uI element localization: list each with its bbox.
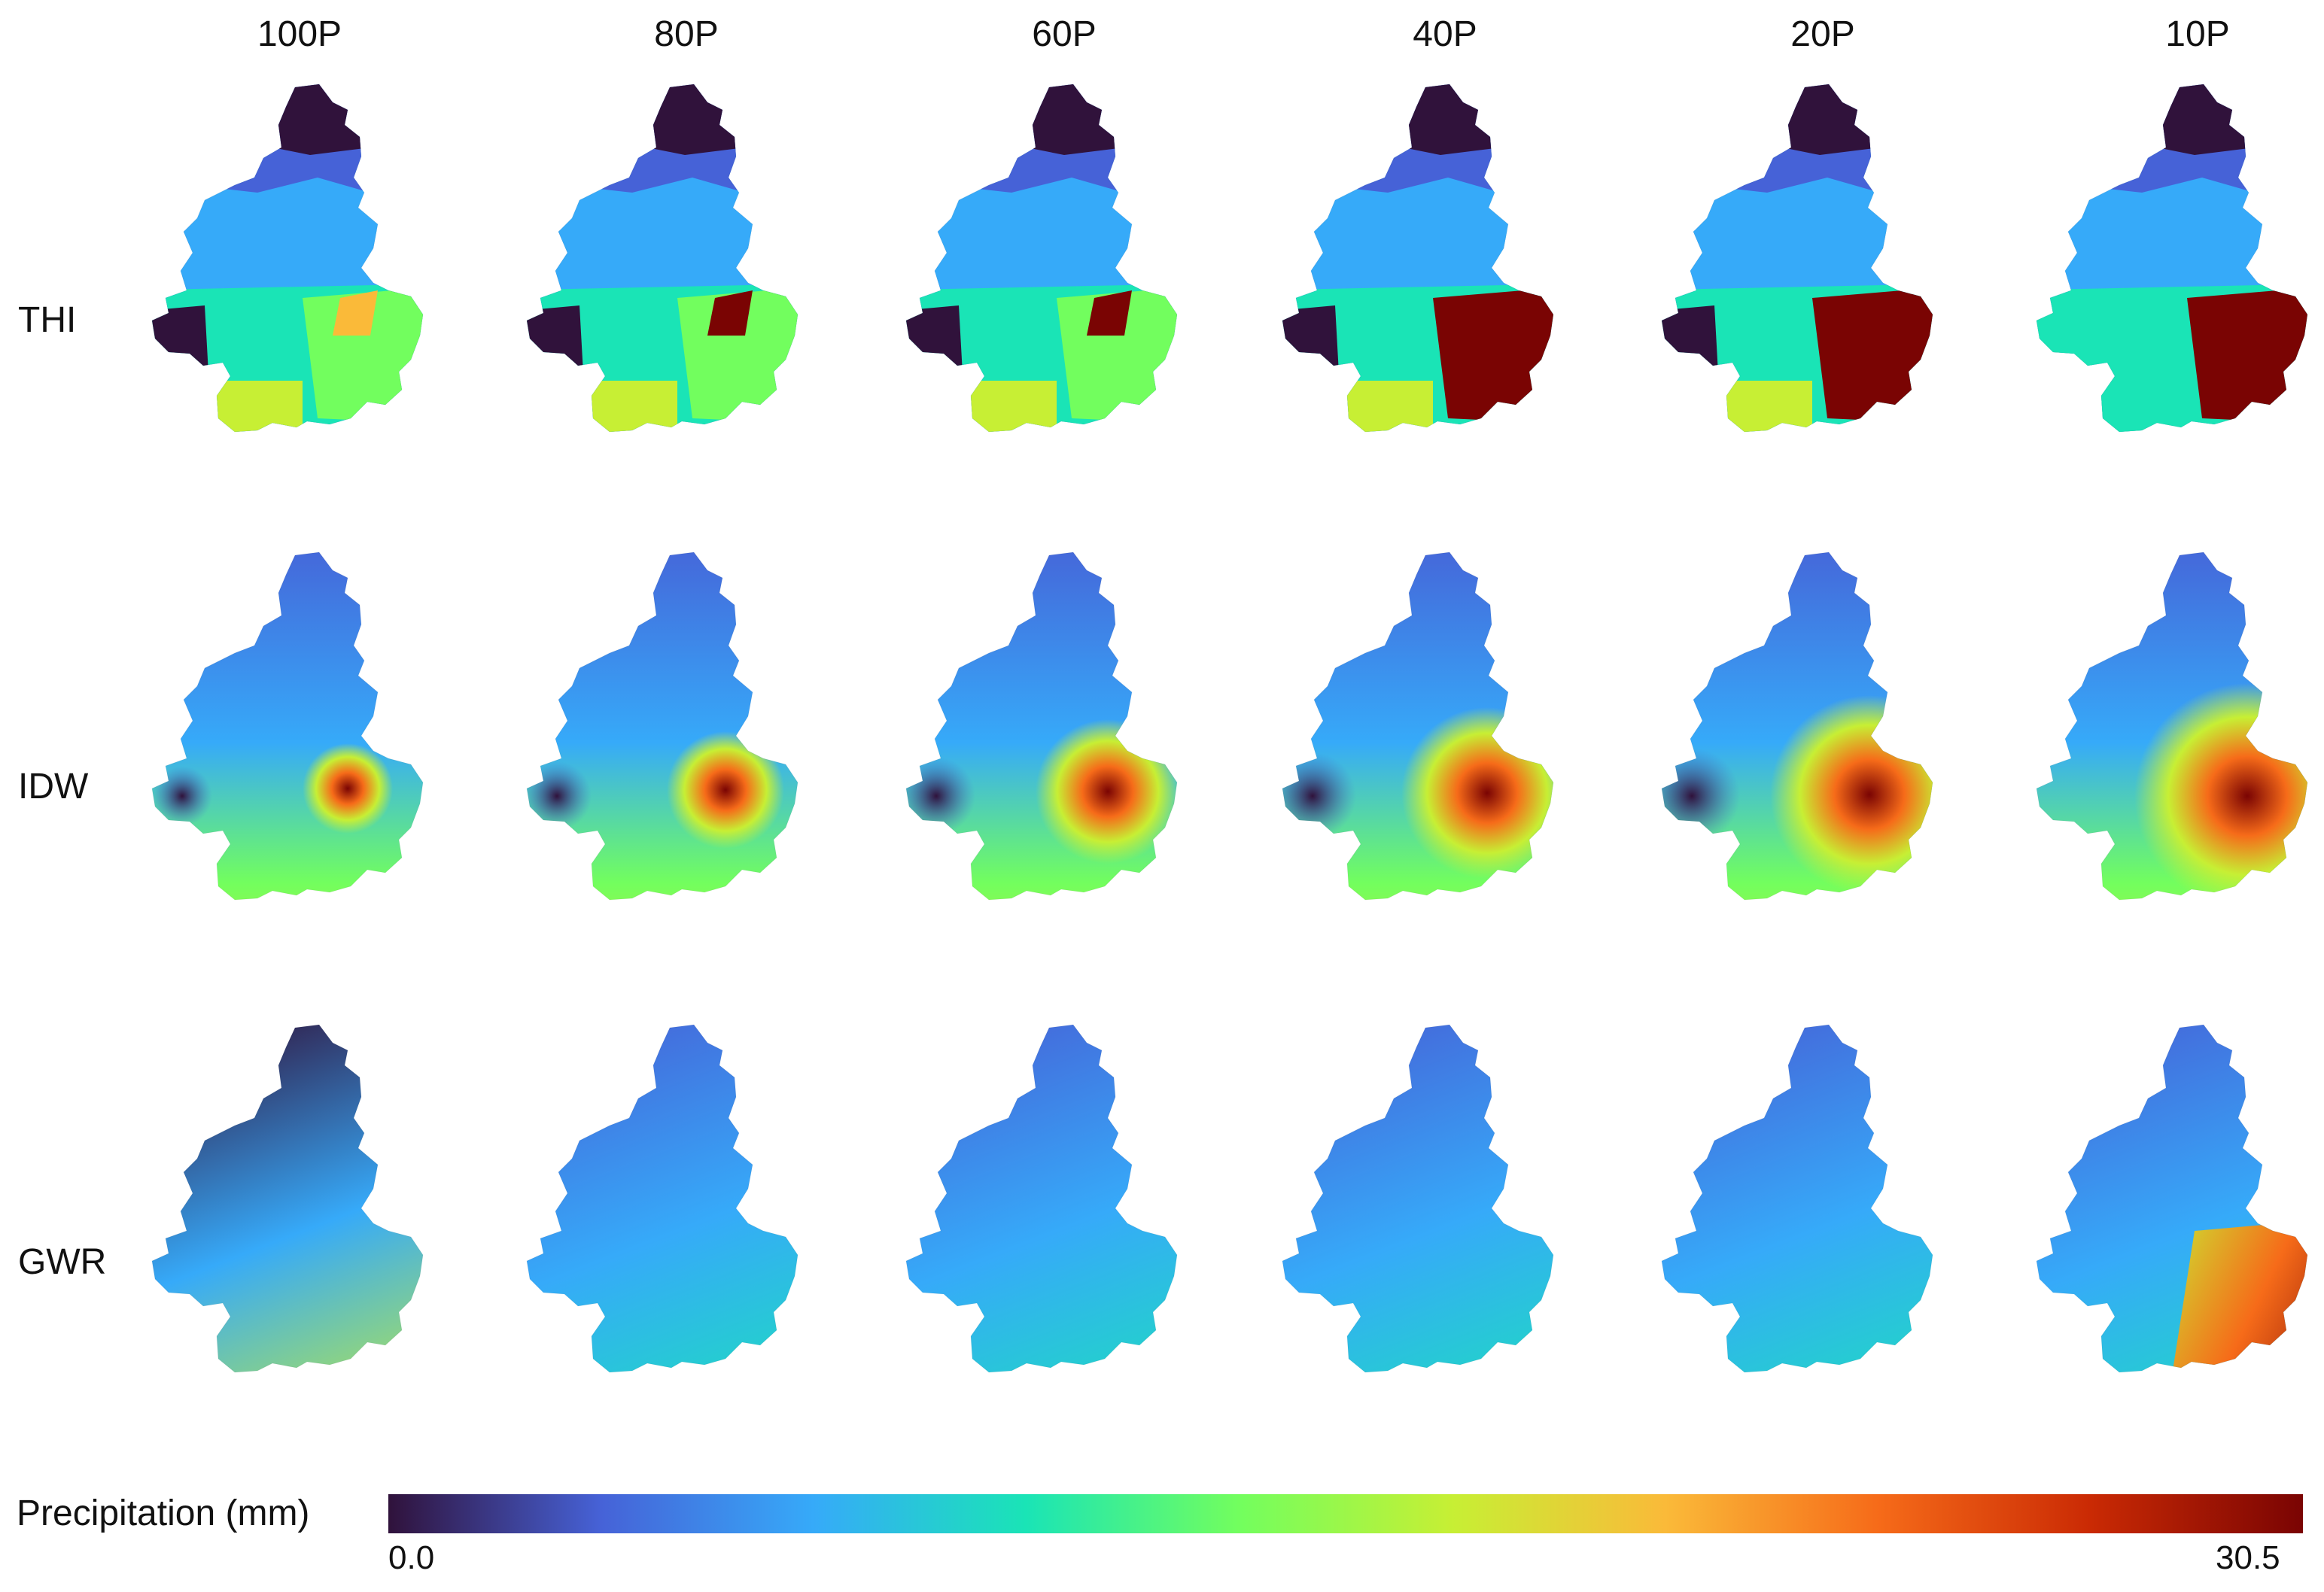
basin-map-svg: [151, 551, 424, 901]
row-label-idw: IDW: [18, 767, 89, 807]
column-label-10p: 10P: [2165, 14, 2230, 54]
column-label-20p: 20P: [1790, 14, 1855, 54]
basin-map-svg: [1661, 551, 1933, 901]
map-thi-10p: [2006, 65, 2324, 531]
basin-map-svg: [151, 84, 424, 433]
map-gwr-80p: [497, 1005, 858, 1472]
map-gwr-60p: [876, 1005, 1237, 1472]
map-idw-60p: [876, 533, 1237, 999]
map-thi-80p: [497, 65, 858, 531]
basin-map-svg: [1282, 1024, 1554, 1373]
map-thi-40p: [1252, 65, 1614, 531]
colorbar: [388, 1494, 2303, 1533]
colorbar-min-label: 0.0: [388, 1539, 435, 1576]
map-gwr-20p: [1632, 1005, 1993, 1472]
basin-map-svg: [2036, 551, 2308, 901]
basin-map-svg: [151, 1024, 424, 1373]
map-thi-60p: [876, 65, 1237, 531]
basin-map-svg: [905, 551, 1178, 901]
basin-map-svg: [1661, 1024, 1933, 1373]
basin-map-svg: [1661, 84, 1933, 433]
colorbar-title: Precipitation (mm): [17, 1493, 310, 1533]
basin-map-svg: [2036, 84, 2308, 433]
colorbar-max-label: 30.5: [2216, 1539, 2280, 1576]
basin-map-svg: [1282, 551, 1554, 901]
map-idw-10p: [2006, 533, 2324, 999]
map-thi-100p: [122, 65, 483, 531]
column-label-80p: 80P: [654, 14, 719, 54]
map-thi-20p: [1632, 65, 1993, 531]
map-gwr-100p: [122, 1005, 483, 1472]
basin-map-svg: [2036, 1024, 2308, 1373]
column-label-40p: 40P: [1413, 14, 1477, 54]
map-gwr-40p: [1252, 1005, 1614, 1472]
basin-map-svg: [905, 84, 1178, 433]
map-idw-80p: [497, 533, 858, 999]
basin-map-svg: [526, 84, 798, 433]
basin-map-svg: [526, 1024, 798, 1373]
basin-map-svg: [1282, 84, 1554, 433]
column-label-60p: 60P: [1032, 14, 1097, 54]
map-idw-40p: [1252, 533, 1614, 999]
basin-map-svg: [905, 1024, 1178, 1373]
map-idw-20p: [1632, 533, 1993, 999]
map-gwr-10p: [2006, 1005, 2324, 1472]
basin-map-svg: [526, 551, 798, 901]
row-label-gwr: GWR: [18, 1242, 107, 1282]
row-label-thi: THI: [18, 300, 77, 340]
column-label-100p: 100P: [257, 14, 342, 54]
map-idw-100p: [122, 533, 483, 999]
